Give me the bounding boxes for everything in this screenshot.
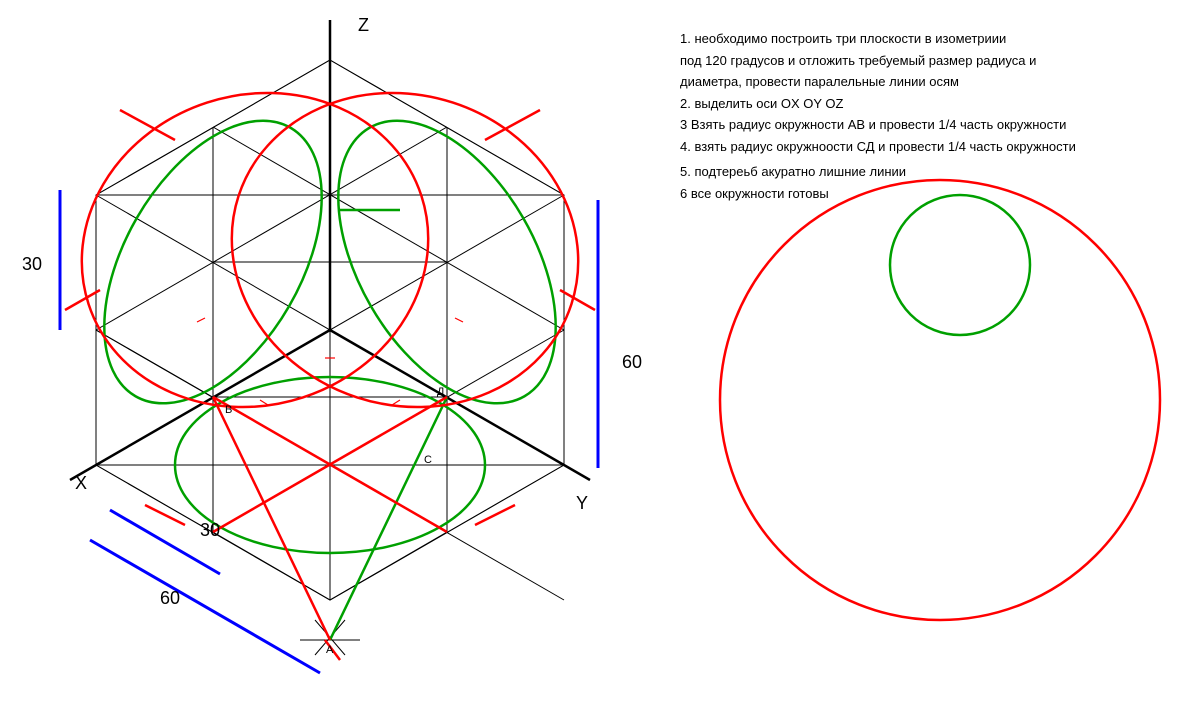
instr-3: 3 Взять радиус окружности АВ и провести … (680, 116, 1180, 134)
axis-x-label: X (75, 473, 87, 494)
axis-y-label: Y (576, 493, 588, 514)
instruction-block: 1. необходимо построить три плоскости в … (680, 30, 1180, 206)
dim-30-left: 30 (22, 254, 42, 275)
dim-60-right: 60 (622, 352, 642, 373)
instr-4: 4. взять радиус окружноости СД и провест… (680, 138, 1180, 156)
instr-5: 5. подтереьб акуратно лишние линии (680, 163, 1180, 181)
instr-1b: под 120 градусов и отложить требуемый ра… (680, 52, 1180, 70)
dim-60-bottom: 60 (160, 588, 180, 609)
instr-1a: 1. необходимо построить три плоскости в … (680, 30, 1180, 48)
axis-z-label: Z (358, 15, 369, 36)
point-a: А (326, 644, 333, 656)
point-d: Д (437, 386, 444, 398)
point-c: С (424, 454, 432, 466)
dim-30-bottom: 30 (200, 520, 220, 541)
isometric-drawing (0, 0, 700, 712)
point-b: В (225, 404, 232, 416)
small-green-circle (890, 195, 1030, 335)
instr-6: 6 все окружности готовы (680, 185, 1180, 203)
big-red-circle (720, 180, 1160, 620)
instr-2: 2. выделить оси OX OY OZ (680, 95, 1180, 113)
instr-1c: диаметра, провести паралельные линии ося… (680, 73, 1180, 91)
